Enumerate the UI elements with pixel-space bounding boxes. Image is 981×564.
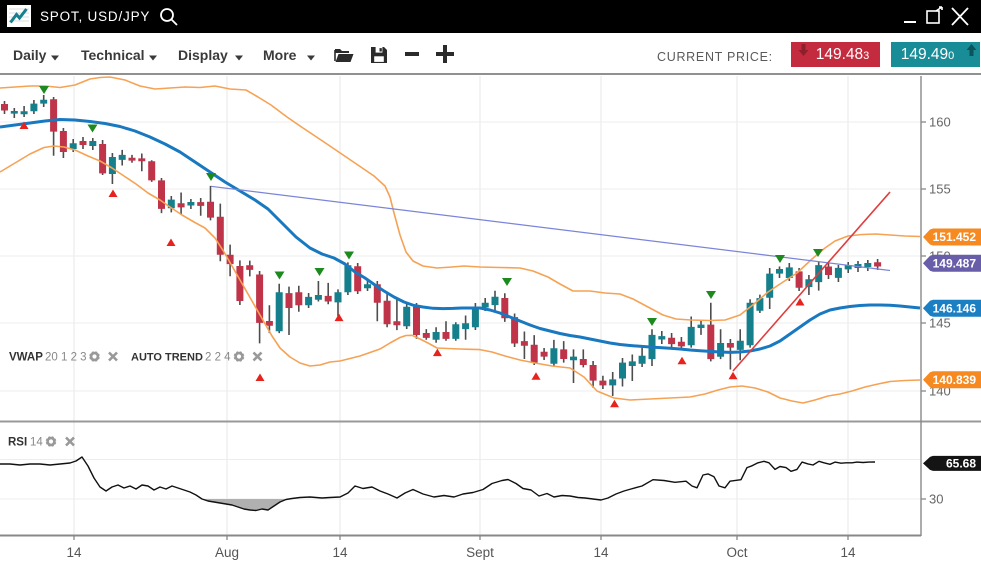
svg-text:Oct: Oct: [726, 545, 747, 560]
svg-text:Aug: Aug: [215, 545, 239, 560]
svg-text:145: 145: [929, 316, 951, 331]
svg-text:20 1 2 3: 20 1 2 3: [45, 352, 87, 364]
svg-text:VWAP: VWAP: [9, 352, 43, 364]
svg-text:14: 14: [30, 437, 43, 449]
svg-text:14: 14: [332, 545, 348, 560]
svg-text:151.452: 151.452: [933, 230, 977, 244]
svg-text:160: 160: [929, 115, 951, 130]
svg-text:140.839: 140.839: [933, 373, 977, 387]
svg-text:146.146: 146.146: [933, 302, 977, 316]
svg-text:14: 14: [840, 545, 856, 560]
svg-text:AUTO TREND: AUTO TREND: [131, 352, 203, 364]
svg-text:65.68: 65.68: [946, 457, 976, 471]
svg-text:2 2 4: 2 2 4: [205, 352, 231, 364]
svg-text:RSI: RSI: [8, 437, 27, 449]
svg-text:30: 30: [929, 492, 943, 507]
svg-text:Sept: Sept: [466, 545, 494, 560]
svg-text:155: 155: [929, 182, 951, 197]
svg-text:14: 14: [593, 545, 609, 560]
svg-text:14: 14: [66, 545, 82, 560]
svg-text:149.487: 149.487: [933, 257, 977, 271]
